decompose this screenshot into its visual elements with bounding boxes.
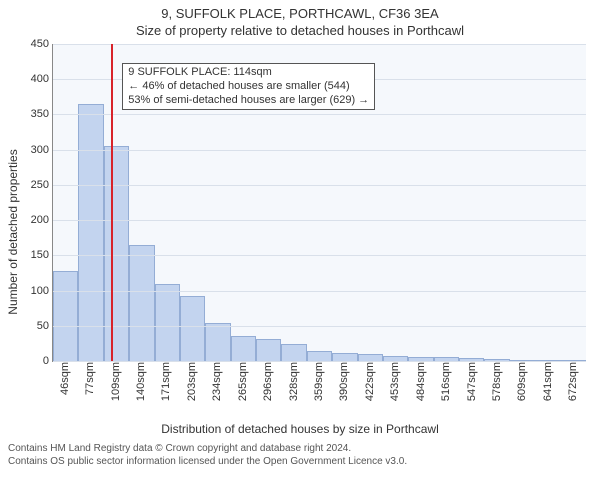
gridline xyxy=(53,291,586,292)
annotation-box: 9 SUFFOLK PLACE: 114sqm ← 46% of detache… xyxy=(122,63,375,110)
y-tick-label: 100 xyxy=(31,285,49,297)
bar xyxy=(358,354,383,361)
bar xyxy=(205,323,230,361)
y-axis-label: Number of detached properties xyxy=(6,149,20,314)
bar xyxy=(129,245,154,361)
bar xyxy=(307,351,332,361)
credits: Contains HM Land Registry data © Crown c… xyxy=(0,436,600,468)
x-tick-label: 203sqm xyxy=(186,362,198,401)
x-tick-label: 390sqm xyxy=(338,362,350,401)
x-tick-label: 547sqm xyxy=(466,362,478,401)
credits-line2: Contains OS public sector information li… xyxy=(8,455,592,468)
x-tick-label: 171sqm xyxy=(160,362,172,401)
x-tick-label: 77sqm xyxy=(84,362,96,395)
y-tick-label: 0 xyxy=(43,355,49,367)
x-tick-label: 328sqm xyxy=(288,362,300,401)
bar xyxy=(155,284,180,361)
plot-box: 9 SUFFOLK PLACE: 114sqm ← 46% of detache… xyxy=(52,44,586,362)
gridline xyxy=(53,150,586,151)
x-tick-label: 453sqm xyxy=(389,362,401,401)
bar xyxy=(53,271,78,361)
bar-slot xyxy=(561,44,586,361)
x-tick-label: 641sqm xyxy=(542,362,554,401)
bar xyxy=(104,146,129,361)
bar-slot xyxy=(78,44,103,361)
x-tick-label: 359sqm xyxy=(313,362,325,401)
y-tick-label: 450 xyxy=(31,38,49,50)
bar xyxy=(180,296,205,362)
x-tick-label: 140sqm xyxy=(135,362,147,401)
gridline xyxy=(53,255,586,256)
gridline xyxy=(53,114,586,115)
bar-slot xyxy=(459,44,484,361)
x-tick-label: 265sqm xyxy=(237,362,249,401)
x-tick-label: 609sqm xyxy=(516,362,528,401)
y-tick-label: 50 xyxy=(37,320,49,332)
gridline xyxy=(53,220,586,221)
annotation-line3: 53% of semi-detached houses are larger (… xyxy=(128,94,369,108)
y-tick-label: 400 xyxy=(31,73,49,85)
bar xyxy=(281,344,306,361)
bar-slot xyxy=(434,44,459,361)
gridline xyxy=(53,44,586,45)
bar xyxy=(231,336,256,361)
y-tick-label: 150 xyxy=(31,249,49,261)
chart-container: Number of detached properties 9 SUFFOLK … xyxy=(0,42,600,422)
annotation-line2: ← 46% of detached houses are smaller (54… xyxy=(128,80,369,94)
y-tick-label: 300 xyxy=(31,144,49,156)
plot-area: 9 SUFFOLK PLACE: 114sqm ← 46% of detache… xyxy=(52,44,586,362)
bar-slot xyxy=(510,44,535,361)
x-tick-label: 296sqm xyxy=(262,362,274,401)
y-tick-label: 250 xyxy=(31,179,49,191)
x-tick-label: 484sqm xyxy=(415,362,427,401)
annotation-line1: 9 SUFFOLK PLACE: 114sqm xyxy=(128,66,369,80)
marker-line xyxy=(111,44,113,361)
x-ticks-group: 46sqm 77sqm 109sqm 140sqm 171sqm 203sqm 234sqm… xyxy=(52,362,586,418)
x-tick-label: 234sqm xyxy=(211,362,223,401)
x-tick-label: 109sqm xyxy=(110,362,122,401)
bar-slot xyxy=(484,44,509,361)
page-title: 9, SUFFOLK PLACE, PORTHCAWL, CF36 3EA xyxy=(0,6,600,21)
bar-slot xyxy=(408,44,433,361)
x-axis-label: Distribution of detached houses by size … xyxy=(0,422,600,436)
y-tick-label: 350 xyxy=(31,108,49,120)
bar xyxy=(256,339,281,361)
gridline xyxy=(53,185,586,186)
page-subtitle: Size of property relative to detached ho… xyxy=(0,23,600,38)
x-tick-label: 46sqm xyxy=(59,362,71,395)
bar xyxy=(78,104,103,361)
y-tick-label: 200 xyxy=(31,214,49,226)
x-tick-label: 672sqm xyxy=(567,362,579,401)
bar-slot xyxy=(53,44,78,361)
bar-slot xyxy=(383,44,408,361)
bar-slot xyxy=(535,44,560,361)
gridline xyxy=(53,326,586,327)
x-tick-label: 422sqm xyxy=(364,362,376,401)
credits-line1: Contains HM Land Registry data © Crown c… xyxy=(8,442,592,455)
x-tick-label: 578sqm xyxy=(491,362,503,401)
x-tick-label: 516sqm xyxy=(440,362,452,401)
bar xyxy=(332,353,357,361)
